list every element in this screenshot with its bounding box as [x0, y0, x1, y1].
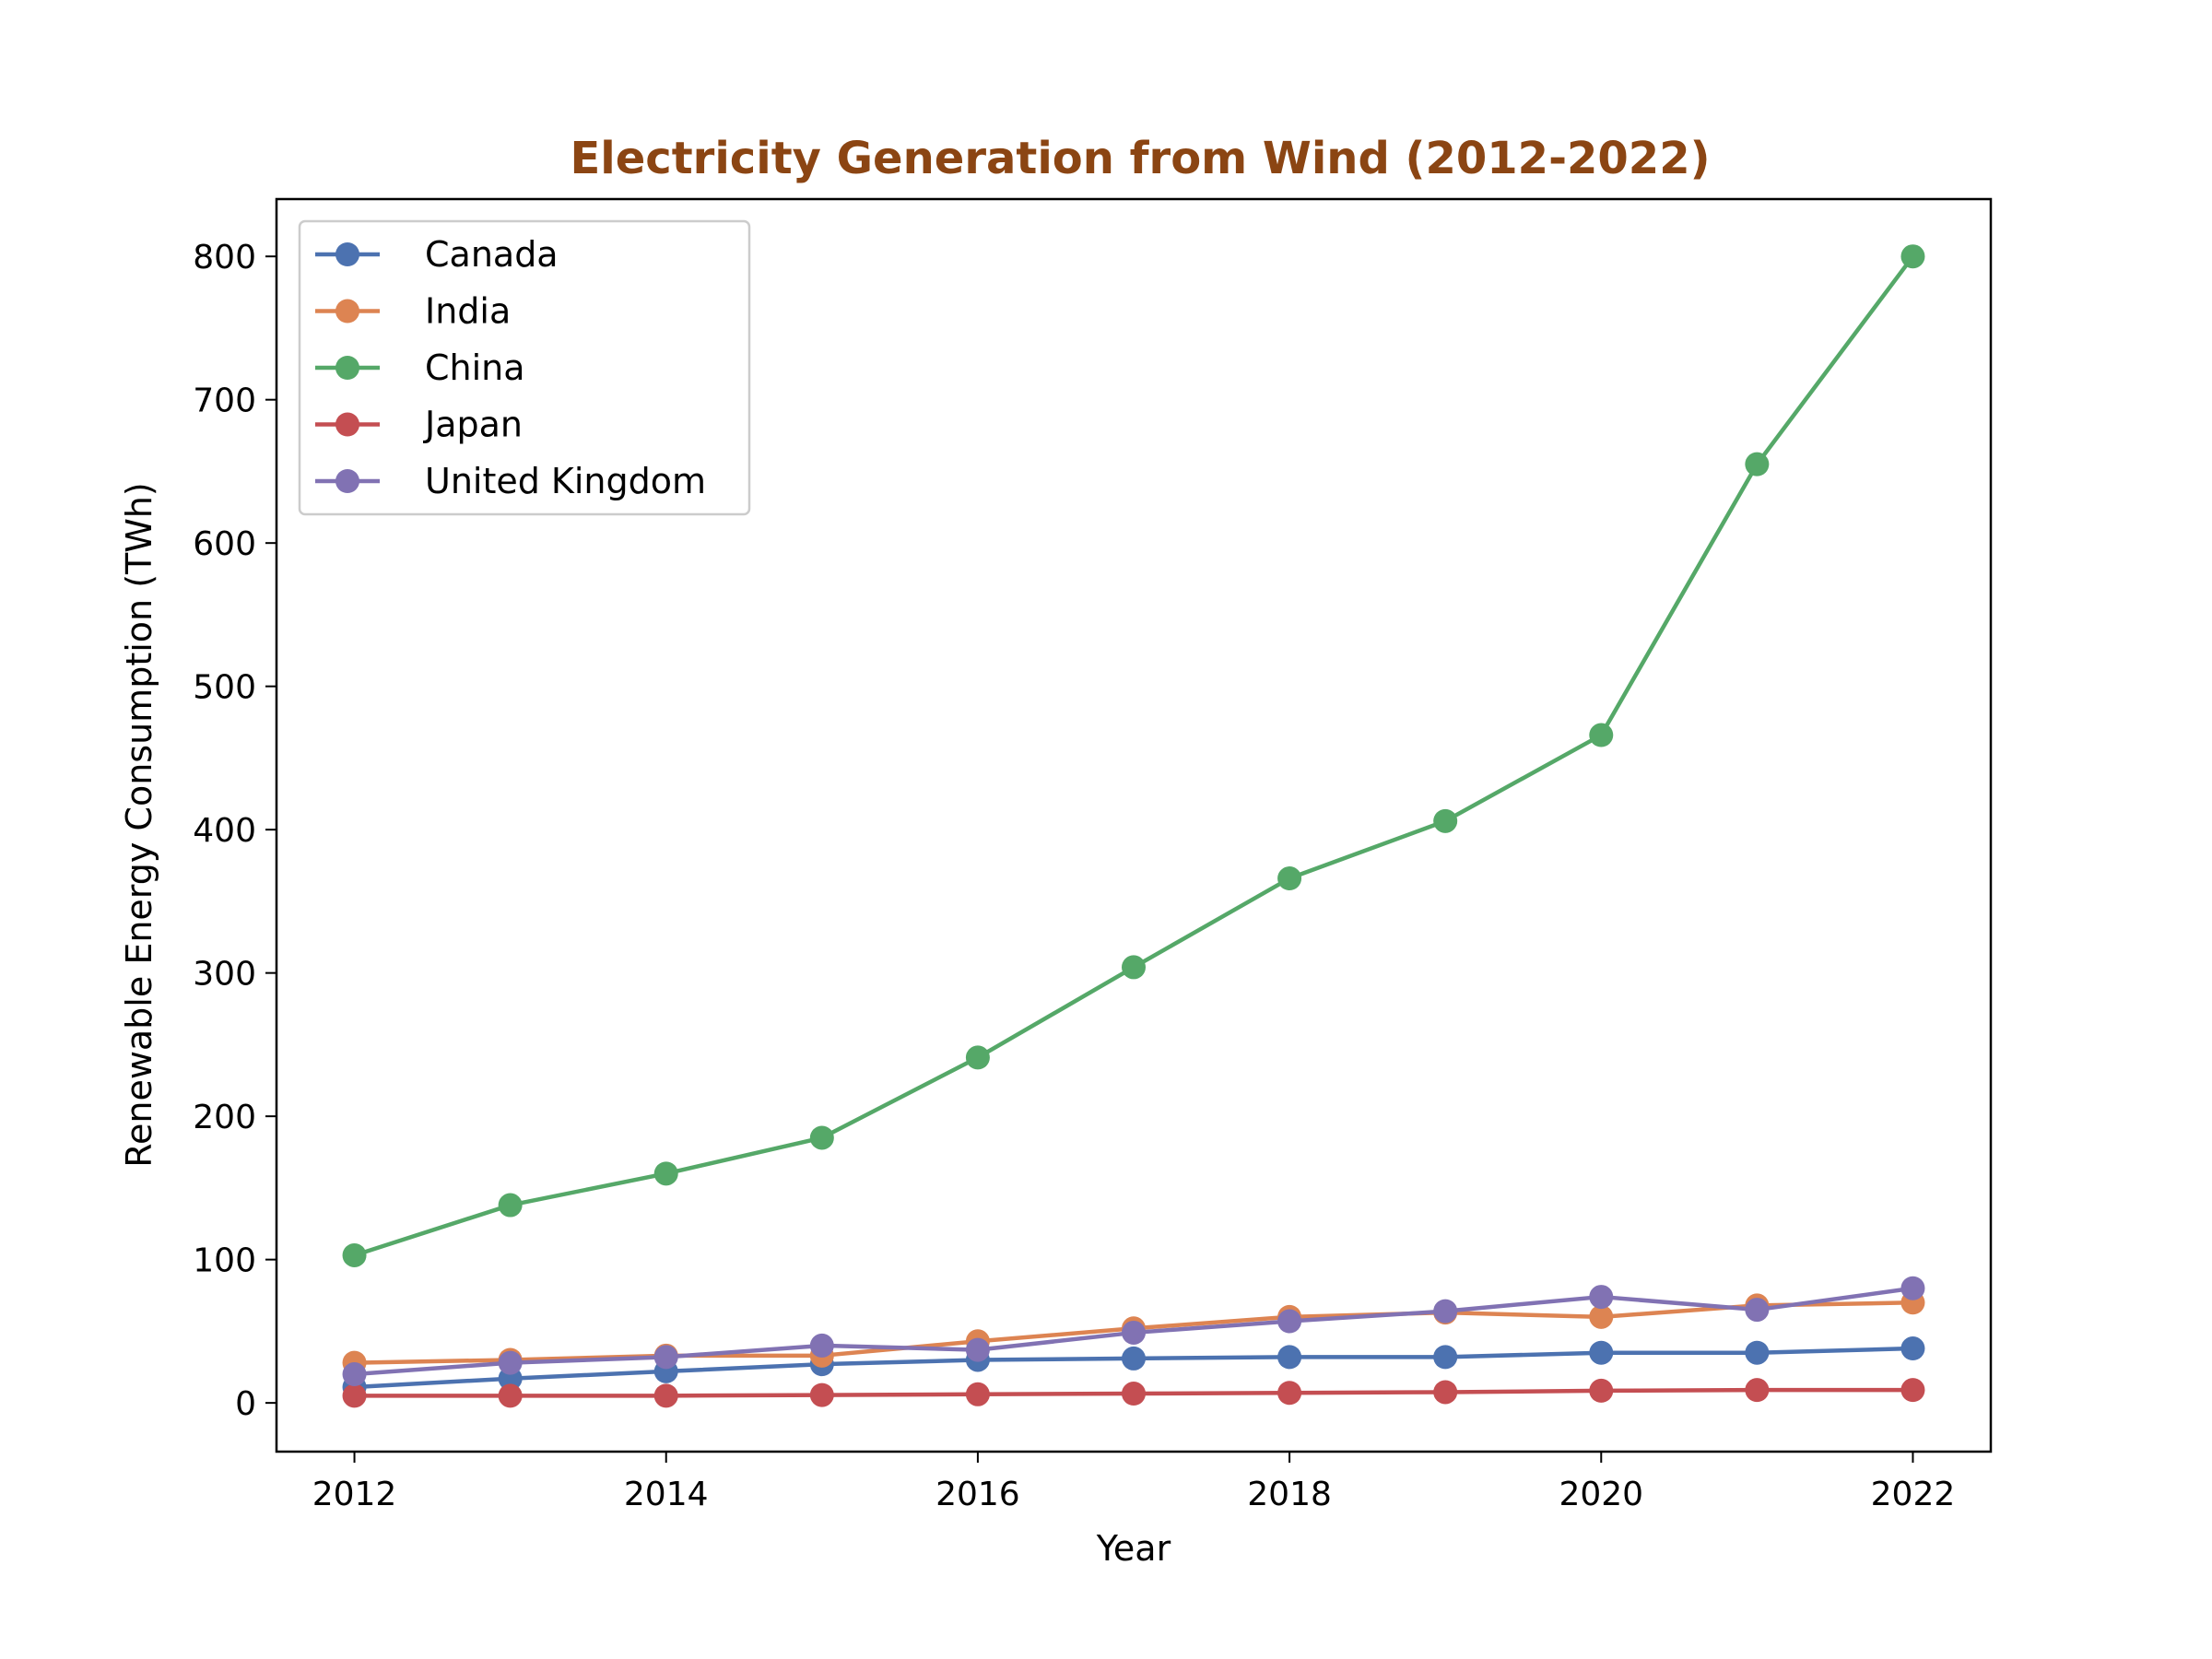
- series-layer: [342, 244, 1925, 1408]
- legend: Canada India China Japan United Kingdom: [298, 219, 751, 516]
- data-point-united-kingdom: [1277, 1309, 1302, 1334]
- legend-item: Canada: [315, 234, 559, 275]
- data-point-china: [1589, 723, 1614, 747]
- legend-swatch-marker: [335, 412, 359, 437]
- data-point-canada: [1589, 1340, 1614, 1365]
- x-tick-label: 2012: [312, 1476, 397, 1513]
- data-point-china: [1277, 866, 1302, 891]
- data-point-united-kingdom: [1745, 1298, 1770, 1323]
- series-china: [342, 244, 1925, 1267]
- data-point-united-kingdom: [498, 1350, 523, 1375]
- data-point-china: [1745, 452, 1770, 477]
- data-point-china: [809, 1125, 834, 1150]
- data-point-canada: [1277, 1345, 1302, 1370]
- data-point-japan: [653, 1383, 678, 1408]
- legend-item: United Kingdom: [315, 461, 706, 501]
- data-point-japan: [1277, 1381, 1302, 1406]
- y-tick-label: 600: [193, 525, 256, 563]
- data-point-japan: [1589, 1378, 1614, 1403]
- y-tick-label: 800: [193, 239, 256, 276]
- data-point-japan: [1745, 1378, 1770, 1403]
- data-point-china: [653, 1161, 678, 1186]
- data-point-united-kingdom: [653, 1345, 678, 1370]
- legend-label: Canada: [425, 234, 559, 275]
- x-tick-label: 2020: [1559, 1476, 1643, 1513]
- x-tick-label: 2018: [1247, 1476, 1332, 1513]
- data-point-japan: [1122, 1382, 1146, 1406]
- legend-item: China: [315, 347, 525, 388]
- legend-label: Japan: [423, 405, 523, 445]
- x-axis-label: Year: [1096, 1528, 1171, 1569]
- data-point-japan: [1900, 1378, 1925, 1403]
- y-tick-label: 400: [193, 812, 256, 850]
- x-tick-label: 2016: [935, 1476, 1020, 1513]
- legend-label: India: [425, 291, 511, 332]
- y-tick-label: 0: [235, 1385, 256, 1423]
- y-tick-label: 100: [193, 1242, 256, 1280]
- x-tick-label: 2014: [624, 1476, 709, 1513]
- data-point-canada: [1122, 1346, 1146, 1371]
- chart-title: Electricity Generation from Wind (2012-2…: [570, 133, 1710, 184]
- data-point-india: [1589, 1304, 1614, 1329]
- series-japan: [342, 1378, 1925, 1408]
- data-point-canada: [1900, 1336, 1925, 1361]
- legend-swatch-marker: [335, 469, 359, 493]
- y-tick-label: 300: [193, 956, 256, 994]
- data-point-united-kingdom: [1433, 1299, 1458, 1324]
- y-tick-label: 200: [193, 1099, 256, 1136]
- legend-label: United Kingdom: [425, 461, 706, 501]
- data-point-china: [965, 1045, 990, 1070]
- y-tick-label: 700: [193, 382, 256, 420]
- data-point-canada: [1745, 1340, 1770, 1365]
- legend-label: China: [425, 347, 525, 388]
- data-point-japan: [1433, 1380, 1458, 1405]
- data-point-united-kingdom: [809, 1333, 834, 1358]
- data-point-china: [498, 1193, 523, 1218]
- data-point-china: [1433, 808, 1458, 833]
- data-point-japan: [809, 1382, 834, 1407]
- plot-area: [275, 197, 1993, 1453]
- series-united-kingdom: [342, 1276, 1925, 1387]
- y-tick-label: 500: [193, 669, 256, 707]
- legend-swatch-marker: [335, 356, 359, 380]
- y-axis-label: Renewable Energy Consumption (TWh): [119, 482, 159, 1167]
- data-point-canada: [1433, 1345, 1458, 1370]
- data-point-japan: [342, 1383, 367, 1408]
- data-point-china: [1900, 244, 1925, 269]
- data-point-united-kingdom: [342, 1362, 367, 1387]
- data-point-united-kingdom: [1589, 1285, 1614, 1310]
- legend-item: Japan: [315, 405, 523, 445]
- legend-box: [298, 219, 751, 516]
- legend-item: India: [315, 291, 511, 332]
- x-tick-label: 2022: [1871, 1476, 1956, 1513]
- data-point-japan: [965, 1382, 990, 1406]
- data-point-united-kingdom: [1900, 1276, 1925, 1300]
- legend-swatch-marker: [335, 299, 359, 324]
- data-point-japan: [498, 1383, 523, 1408]
- data-point-united-kingdom: [965, 1337, 990, 1362]
- y-axis: 0 100 200 300 400 500 600 700 800: [193, 239, 276, 1423]
- x-axis: 2012 2014 2016 2018 2020 2022: [312, 1452, 1956, 1513]
- data-point-china: [342, 1242, 367, 1267]
- data-point-united-kingdom: [1122, 1320, 1146, 1345]
- legend-swatch-marker: [335, 242, 359, 266]
- data-point-china: [1122, 955, 1146, 980]
